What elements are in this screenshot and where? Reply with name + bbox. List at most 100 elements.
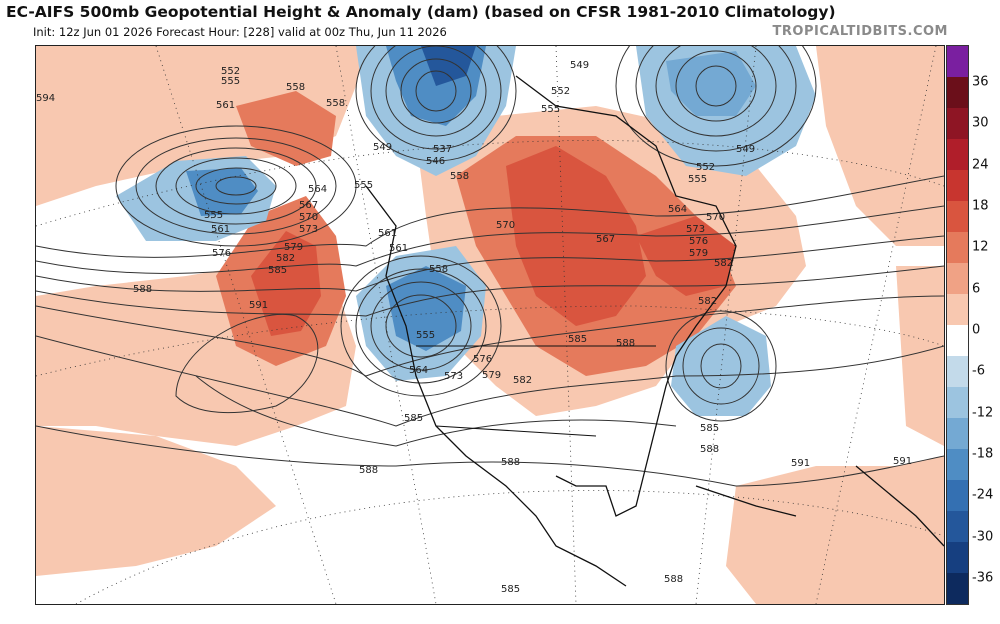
colorbar-segment bbox=[947, 511, 968, 542]
colorbar-label: 18 bbox=[972, 198, 989, 214]
contour-label: 576 bbox=[689, 236, 708, 247]
contour-label: 588 bbox=[616, 338, 635, 349]
colorbar-segment bbox=[947, 418, 968, 449]
contour-label: 555 bbox=[416, 330, 435, 341]
colorbar-segment bbox=[947, 232, 968, 263]
colorbar-segment bbox=[947, 46, 968, 77]
contour-label: 567 bbox=[299, 200, 318, 211]
colorbar-label: 0 bbox=[972, 322, 981, 338]
contour-label: 588 bbox=[359, 465, 378, 476]
contour-label: 588 bbox=[700, 444, 719, 455]
contour-label: 561 bbox=[211, 224, 230, 235]
contour-label: 579 bbox=[482, 370, 501, 381]
colorbar-label: 24 bbox=[972, 157, 989, 173]
colorbar-segment bbox=[947, 201, 968, 232]
height-contours bbox=[36, 46, 944, 487]
colorbar-segment bbox=[947, 263, 968, 294]
anomaly-colorbar bbox=[946, 45, 969, 605]
contour-label: 573 bbox=[299, 224, 318, 235]
contour-label: 555 bbox=[541, 104, 560, 115]
anomaly-warm-cores bbox=[216, 91, 736, 376]
contour-label: 579 bbox=[284, 242, 303, 253]
contour-label: 552 bbox=[696, 162, 715, 173]
colorbar-label: -30 bbox=[972, 529, 994, 545]
contour-label: 555 bbox=[221, 76, 240, 87]
contour-label: 546 bbox=[426, 156, 445, 167]
contour-label: 582 bbox=[276, 253, 295, 264]
contour-label: 585 bbox=[501, 584, 520, 595]
contour-label: 591 bbox=[791, 458, 810, 469]
colorbar-segment bbox=[947, 325, 968, 356]
contour-label: 570 bbox=[299, 212, 318, 223]
contour-label: 549 bbox=[736, 144, 755, 155]
contour-label: 570 bbox=[496, 220, 515, 231]
contour-label: 561 bbox=[389, 243, 408, 254]
colorbar-label: 36 bbox=[972, 74, 989, 90]
contour-label: 552 bbox=[221, 66, 240, 77]
colorbar-segment bbox=[947, 77, 968, 108]
contour-label: 588 bbox=[133, 284, 152, 295]
contour-label: 582 bbox=[513, 375, 532, 386]
site-watermark: TROPICALTIDBITS.COM bbox=[772, 24, 948, 39]
contour-label: 564 bbox=[668, 204, 687, 215]
colorbar-segment bbox=[947, 449, 968, 480]
colorbar-segment bbox=[947, 294, 968, 325]
colorbar-label: 30 bbox=[972, 115, 989, 131]
contour-label: 576 bbox=[212, 248, 231, 259]
forecast-subtitle: Init: 12z Jun 01 2026 Forecast Hour: [22… bbox=[33, 25, 447, 39]
contour-label: 585 bbox=[568, 334, 587, 345]
colorbar-segment bbox=[947, 573, 968, 604]
contour-label: 561 bbox=[378, 228, 397, 239]
contour-label: 555 bbox=[204, 210, 223, 221]
contour-label: 567 bbox=[596, 234, 615, 245]
colorbar-label: -36 bbox=[972, 570, 994, 586]
contour-label: 594 bbox=[36, 93, 55, 104]
colorbar-segment bbox=[947, 356, 968, 387]
map-canvas: 552 555 558 594 561 558 549 546 537 549 … bbox=[36, 46, 944, 604]
colorbar-label: -24 bbox=[972, 487, 994, 503]
contour-label: 564 bbox=[308, 184, 327, 195]
contour-label: 582 bbox=[714, 258, 733, 269]
contour-label: 585 bbox=[268, 265, 287, 276]
colorbar-label: -18 bbox=[972, 446, 994, 462]
contour-label: 588 bbox=[664, 574, 683, 585]
map-panel: 552 555 558 594 561 558 549 546 537 549 … bbox=[35, 45, 945, 605]
contour-label: 558 bbox=[450, 171, 469, 182]
contour-label: 588 bbox=[501, 457, 520, 468]
contour-label: 558 bbox=[429, 264, 448, 275]
contour-label: 579 bbox=[689, 248, 708, 259]
contour-label: 585 bbox=[700, 423, 719, 434]
contour-label: 582 bbox=[698, 296, 717, 307]
colorbar-label: 12 bbox=[972, 239, 989, 255]
contour-label: 564 bbox=[409, 365, 428, 376]
graticule bbox=[36, 46, 944, 604]
contour-label: 573 bbox=[686, 224, 705, 235]
contour-label: 591 bbox=[893, 456, 912, 467]
colorbar-segment bbox=[947, 108, 968, 139]
contour-label: 591 bbox=[249, 300, 268, 311]
colorbar-label: -6 bbox=[972, 363, 985, 379]
contour-label: 585 bbox=[404, 413, 423, 424]
colorbar-segment bbox=[947, 387, 968, 418]
contour-labels: 552 555 558 594 561 558 549 546 537 549 … bbox=[36, 60, 912, 595]
colorbar-segment bbox=[947, 480, 968, 511]
contour-label: 552 bbox=[551, 86, 570, 97]
contour-label: 558 bbox=[326, 98, 345, 109]
contour-label: 570 bbox=[706, 212, 725, 223]
contour-label: 576 bbox=[473, 354, 492, 365]
coastlines bbox=[365, 75, 944, 587]
contour-label: 549 bbox=[373, 142, 392, 153]
contour-label: 555 bbox=[354, 180, 373, 191]
colorbar-segment bbox=[947, 170, 968, 201]
contour-label: 561 bbox=[216, 100, 235, 111]
contour-label: 537 bbox=[433, 144, 452, 155]
colorbar-label: 6 bbox=[972, 281, 981, 297]
colorbar-segment bbox=[947, 542, 968, 573]
contour-label: 558 bbox=[286, 82, 305, 93]
contour-label: 555 bbox=[688, 174, 707, 185]
colorbar-label: -12 bbox=[972, 405, 994, 421]
colorbar-segment bbox=[947, 139, 968, 170]
contour-label: 549 bbox=[570, 60, 589, 71]
anomaly-negative-areas bbox=[116, 46, 816, 416]
page-title: EC-AIFS 500mb Geopotential Height & Anom… bbox=[6, 3, 836, 21]
